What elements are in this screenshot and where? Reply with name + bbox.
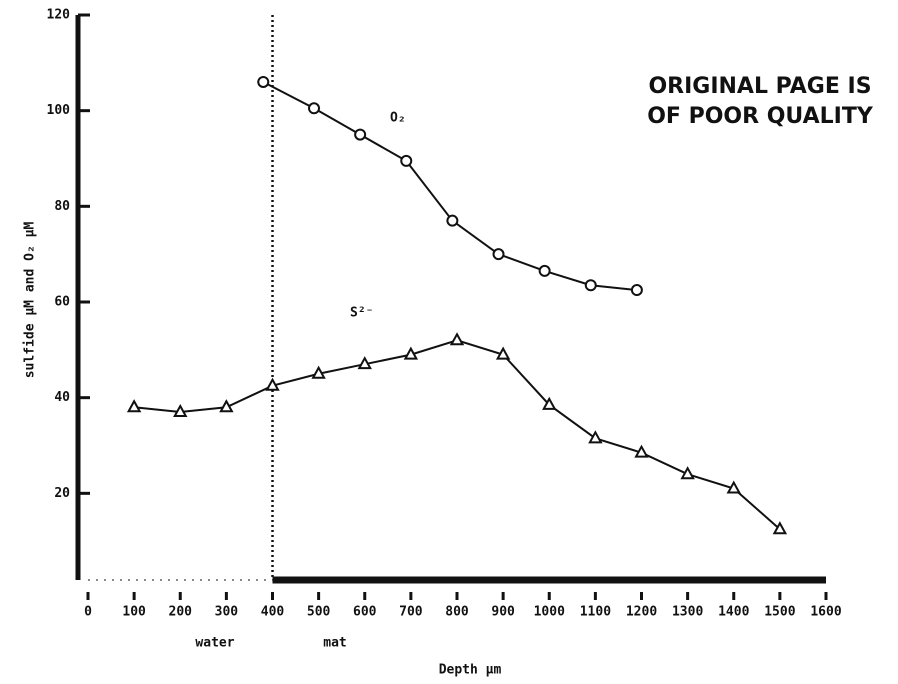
x-tick-label: 0 <box>84 605 92 620</box>
annotation: water <box>195 636 234 651</box>
point <box>538 264 551 277</box>
x-tick-label: 1600 <box>810 605 841 620</box>
point <box>400 154 413 167</box>
point <box>308 102 321 115</box>
point <box>492 248 505 261</box>
x-tick-label: 1200 <box>626 605 657 620</box>
series-line <box>262 81 637 292</box>
point <box>265 377 280 391</box>
series-label: O₂ <box>390 111 406 126</box>
point <box>584 279 597 292</box>
series-label: S²⁻ <box>350 306 373 321</box>
x-tick-label: 1300 <box>672 605 703 620</box>
point <box>257 75 270 88</box>
point <box>446 214 459 227</box>
point <box>542 396 557 410</box>
point <box>495 346 511 360</box>
x-tick-label: 1000 <box>534 605 565 620</box>
y-tick-label: 40 <box>54 390 70 405</box>
x-tick-label: 300 <box>215 605 239 620</box>
x-axis-label: Depth µm <box>439 663 502 678</box>
point <box>219 399 234 413</box>
x-tick-label: 1400 <box>718 605 749 620</box>
x-tick-label: 100 <box>122 605 146 620</box>
point <box>634 444 649 458</box>
point <box>173 403 188 418</box>
x-tick-label: 500 <box>307 605 331 620</box>
y-axis-label: sulfide µM and O₂ µM <box>23 222 38 379</box>
point <box>449 332 465 346</box>
y-tick-label: 80 <box>54 199 70 214</box>
series-line <box>134 339 781 530</box>
x-tick-label: 1500 <box>764 605 795 620</box>
annotation: ORIGINAL PAGE IS <box>648 74 871 99</box>
annotation: OF POOR QUALITY <box>647 104 874 129</box>
y-tick-label: 100 <box>47 103 71 118</box>
y-tick-label: 60 <box>54 295 70 310</box>
point <box>403 346 419 360</box>
y-tick-label: 120 <box>47 8 71 23</box>
annotation: mat <box>323 636 346 651</box>
point <box>630 284 643 297</box>
x-tick-label: 200 <box>169 605 193 620</box>
point <box>126 399 142 413</box>
y-tick-label: 20 <box>54 486 70 501</box>
x-tick-label: 600 <box>353 605 377 620</box>
point <box>354 128 367 141</box>
x-tick-label: 800 <box>445 605 469 620</box>
x-tick-label: 1100 <box>580 605 611 620</box>
point <box>357 356 372 370</box>
x-tick-label: 900 <box>491 605 515 620</box>
point <box>588 430 603 444</box>
x-tick-label: 700 <box>399 605 423 620</box>
point <box>726 480 741 494</box>
point <box>311 365 326 379</box>
point <box>772 521 788 535</box>
x-tick-label: 400 <box>261 605 285 620</box>
point <box>680 466 695 480</box>
